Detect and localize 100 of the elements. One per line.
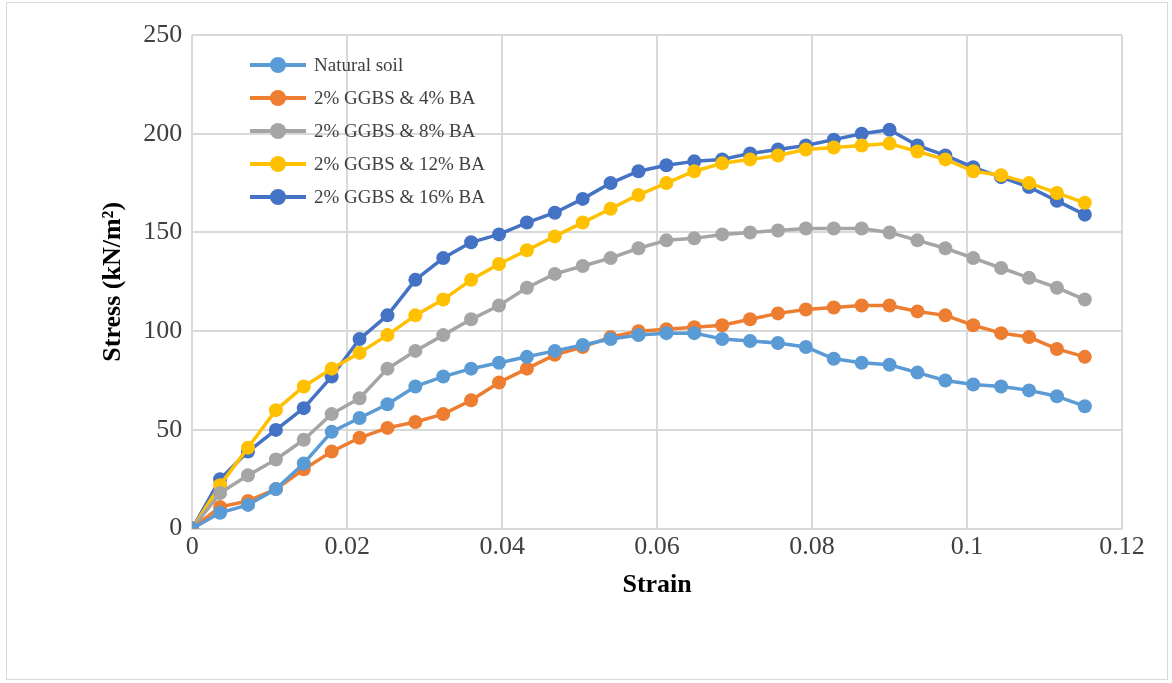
point xyxy=(519,280,534,295)
point xyxy=(547,205,562,220)
point xyxy=(631,241,646,256)
point xyxy=(966,318,981,333)
point xyxy=(1077,399,1092,414)
point xyxy=(519,349,534,364)
point xyxy=(854,298,869,313)
point xyxy=(938,241,953,256)
point xyxy=(659,326,674,341)
point xyxy=(826,140,841,155)
point xyxy=(324,444,339,459)
point xyxy=(882,357,897,372)
point xyxy=(798,339,813,354)
point xyxy=(296,401,311,416)
point xyxy=(994,260,1009,275)
point xyxy=(882,225,897,240)
point xyxy=(408,414,423,429)
x-tick-label: 0.02 xyxy=(324,531,370,561)
point xyxy=(1049,341,1064,356)
legend-label: 2% GGBS & 12% BA xyxy=(314,152,486,175)
y-tick-label: 50 xyxy=(156,413,183,443)
point xyxy=(715,318,730,333)
point xyxy=(770,223,785,238)
point xyxy=(380,420,395,435)
point xyxy=(882,298,897,313)
point xyxy=(464,312,479,327)
point xyxy=(854,355,869,370)
point xyxy=(1077,207,1092,222)
point xyxy=(492,257,507,272)
point xyxy=(659,233,674,248)
x-tick-label: 0.1 xyxy=(950,531,984,561)
point xyxy=(380,308,395,323)
point xyxy=(603,201,618,216)
point xyxy=(408,308,423,323)
point xyxy=(213,505,228,520)
point xyxy=(547,266,562,281)
point xyxy=(268,403,283,418)
point xyxy=(492,298,507,313)
point xyxy=(380,328,395,343)
point xyxy=(492,375,507,390)
point xyxy=(519,243,534,258)
point xyxy=(715,332,730,347)
point xyxy=(994,379,1009,394)
point xyxy=(798,142,813,157)
point xyxy=(743,225,758,240)
point xyxy=(380,361,395,376)
point xyxy=(575,215,590,230)
point xyxy=(798,302,813,317)
point xyxy=(1077,349,1092,364)
point xyxy=(659,176,674,191)
point xyxy=(910,144,925,159)
point xyxy=(240,468,255,483)
point xyxy=(547,343,562,358)
point xyxy=(770,148,785,163)
point xyxy=(743,312,758,327)
point xyxy=(324,361,339,376)
point xyxy=(910,304,925,319)
point xyxy=(436,292,451,307)
point xyxy=(826,351,841,366)
point xyxy=(519,215,534,230)
point xyxy=(1022,176,1037,191)
point xyxy=(854,138,869,153)
point xyxy=(296,379,311,394)
y-tick-label: 150 xyxy=(143,216,183,246)
point xyxy=(882,136,897,151)
point xyxy=(938,152,953,167)
point xyxy=(770,306,785,321)
point xyxy=(938,308,953,323)
point xyxy=(854,221,869,236)
point xyxy=(1049,280,1064,295)
point xyxy=(436,407,451,422)
y-tick-label: 0 xyxy=(169,512,183,542)
point xyxy=(826,300,841,315)
point xyxy=(519,361,534,376)
point xyxy=(1022,383,1037,398)
point xyxy=(659,158,674,173)
point xyxy=(547,229,562,244)
point xyxy=(575,259,590,274)
point xyxy=(380,397,395,412)
point xyxy=(603,176,618,191)
point xyxy=(408,343,423,358)
point xyxy=(352,430,367,445)
point xyxy=(882,122,897,137)
y-tick-label: 200 xyxy=(143,117,183,147)
x-tick-label: 0.12 xyxy=(1099,531,1145,561)
point xyxy=(1077,292,1092,307)
point xyxy=(743,152,758,167)
x-tick-label: 0.04 xyxy=(479,531,525,561)
point xyxy=(352,411,367,426)
point xyxy=(826,221,841,236)
point xyxy=(743,334,758,349)
y-tick-label: 100 xyxy=(143,314,183,344)
legend-label: 2% GGBS & 4% BA xyxy=(314,86,476,109)
point xyxy=(1049,389,1064,404)
point xyxy=(687,326,702,341)
point xyxy=(296,432,311,447)
point xyxy=(798,221,813,236)
point xyxy=(436,251,451,266)
point xyxy=(1077,195,1092,210)
x-axis-title: Strain xyxy=(622,569,693,599)
